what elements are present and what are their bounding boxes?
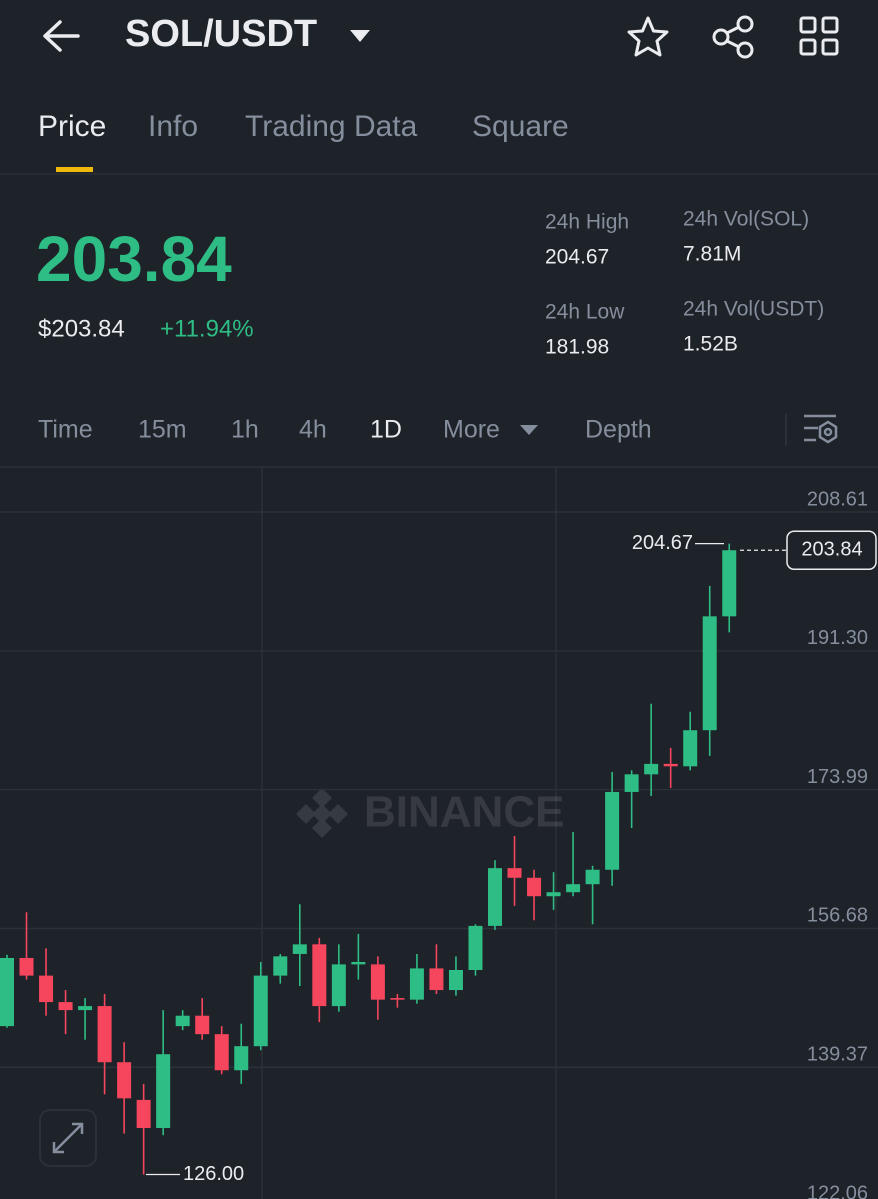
expand-button[interactable] [39, 1109, 97, 1167]
candle-body [351, 961, 366, 965]
interval[interactable]: 1D [370, 416, 402, 444]
candle-body [683, 730, 698, 767]
last-price-label: 203.84 [801, 539, 862, 561]
chart-settings[interactable] [804, 414, 838, 444]
y-tick-label: 139.37 [807, 1044, 868, 1066]
pair-title[interactable]: SOL/USDT [125, 13, 317, 55]
y-tick-label: 208.61 [807, 488, 868, 510]
candle-body [585, 869, 600, 885]
more-dropdown[interactable] [520, 425, 538, 435]
candle-body [488, 868, 502, 926]
tab[interactable]: Square [472, 110, 569, 143]
menu-button[interactable] [799, 16, 839, 56]
interval[interactable]: More [443, 416, 500, 444]
candle-body [527, 877, 542, 897]
stat-label: 24h Vol(USDT) [683, 298, 824, 321]
last-price-box [786, 530, 877, 570]
candle-body [390, 998, 405, 1000]
tab[interactable]: Price [38, 110, 106, 143]
last-price: 203.84 [36, 223, 232, 295]
candle-body [19, 957, 34, 976]
candle-body [58, 1002, 73, 1011]
candle-body [624, 774, 639, 792]
candle-body [429, 968, 444, 991]
pair-dropdown[interactable] [350, 30, 370, 42]
candle-body [644, 763, 659, 775]
candle-body [234, 1046, 249, 1071]
interval[interactable]: 1h [231, 416, 259, 444]
candle-body [175, 1015, 190, 1027]
candle-body [663, 763, 678, 767]
y-tick-label: 191.30 [807, 627, 868, 649]
y-tick-label: 122.06 [807, 1182, 868, 1199]
candle-body [546, 892, 561, 897]
candle-body [605, 791, 620, 870]
watermark: BINANCE [364, 788, 564, 837]
interval[interactable]: 15m [138, 416, 187, 444]
tab[interactable]: Info [148, 110, 198, 143]
candle-body [78, 1006, 93, 1011]
interval[interactable]: Time [38, 416, 93, 444]
stat-label: 24h High [545, 211, 629, 234]
candle-body [468, 925, 483, 970]
candle-body [292, 944, 307, 954]
y-tick-label: 173.99 [807, 766, 868, 788]
back-button[interactable] [43, 20, 80, 52]
candle-body [312, 944, 327, 1007]
high-label: 204.67 [632, 532, 693, 554]
low-label: 126.00 [183, 1163, 244, 1185]
share-button[interactable] [712, 15, 754, 59]
fiat-price: $203.84 [38, 315, 125, 342]
candle-body [507, 868, 522, 878]
candle-body [566, 884, 581, 893]
stat-value: 7.81M [683, 243, 741, 266]
candle-body [409, 968, 424, 1000]
y-tick-label: 156.68 [807, 905, 868, 927]
candle-body [0, 957, 14, 1027]
candle-body [117, 1062, 132, 1099]
interval[interactable]: 4h [299, 416, 327, 444]
candle-body [448, 969, 463, 991]
active-tab-indicator [56, 167, 93, 172]
stat-value: 181.98 [545, 336, 609, 359]
candle-body [253, 975, 268, 1047]
stat-value: 204.67 [545, 246, 609, 269]
chart: BINANCE 208.61 191.30 173.99 156.68 139.37 12… [0, 467, 878, 1199]
tab[interactable]: Trading Data [245, 110, 418, 143]
candle-body [136, 1099, 151, 1128]
candle-body [370, 964, 385, 1000]
candle-body [214, 1034, 229, 1071]
stat-label: 24h Low [545, 301, 625, 324]
candle-body [702, 616, 717, 731]
candle-body [722, 550, 737, 617]
candle-body [273, 956, 288, 976]
candle-body [156, 1054, 171, 1128]
price-change: +11.94% [160, 315, 254, 342]
stat-label: 24h Vol(SOL) [683, 208, 809, 231]
interval[interactable]: Depth [585, 416, 652, 444]
watermark-logo [296, 788, 348, 838]
favorite-button[interactable] [627, 16, 669, 57]
candle-body [195, 1015, 210, 1035]
candle-body [97, 1006, 112, 1063]
stat-value: 1.52B [683, 333, 738, 356]
candle-body [331, 964, 346, 1007]
candle-body [39, 975, 54, 1003]
